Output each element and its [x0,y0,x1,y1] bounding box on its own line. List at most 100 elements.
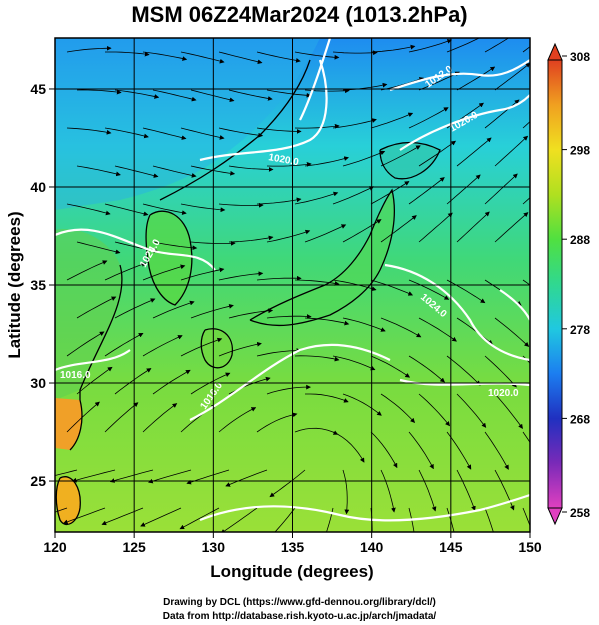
streamline [256,412,298,433]
streamline [104,203,149,217]
streamline [228,165,274,172]
streamline [256,348,302,357]
streamline [494,393,523,429]
streamline [522,279,530,286]
streamline [114,368,152,395]
streamline [109,469,154,483]
streamline [142,264,186,281]
streamline [266,314,312,319]
isobar-contours [55,38,530,522]
x-tick-label: 125 [122,539,146,555]
streamline [101,507,144,526]
streamline [484,99,520,129]
colorbar-bottom-triangle [547,507,563,526]
streamline [62,507,106,525]
streamline [418,469,437,512]
streamline [66,331,105,357]
colorbar-tick-label: 258 [570,506,590,520]
streamline [456,469,476,511]
streamline [180,267,225,281]
streamline [294,191,339,205]
streamline [142,127,187,140]
streamline [190,165,236,176]
streamline [152,165,197,178]
streamline [142,203,187,216]
streamline [76,89,122,95]
contour-label: 1020.0 [267,152,299,168]
y-tick-label: 25 [30,473,46,489]
streamline [152,300,195,319]
streamline [408,107,449,129]
streamline [294,355,340,362]
y-tick-label: 40 [30,179,46,195]
x-tick-label: 145 [439,539,463,555]
streamline [494,317,530,347]
streamline [304,317,350,326]
streamline [408,507,415,532]
x-tick-label: 130 [202,539,226,555]
page-title: MSM 06Z24Mar2024 (1013.2hPa) [131,2,468,27]
x-tick-label: 140 [360,539,384,555]
streamline [342,150,386,167]
streamline [484,431,509,470]
streamline [370,44,416,53]
streamline [148,469,192,484]
streamline [342,219,382,243]
x-tick-label: 150 [518,539,542,555]
streamline [152,89,197,102]
streamline [456,66,496,91]
streamline [104,402,139,433]
streamline [446,431,472,470]
colorbar-tick-label: 278 [570,323,590,337]
streamline [294,427,339,435]
x-axis-title: Longitude (degrees) [210,562,373,581]
streamline [274,507,296,532]
streamline [190,89,235,103]
streamline [332,50,378,56]
streamline [494,135,529,167]
streamline [484,38,510,53]
streamline [256,275,302,281]
streamline [114,165,159,178]
streamline [522,197,530,205]
streamline [380,317,422,338]
streamline [76,165,121,177]
streamline [418,71,460,91]
streamline [522,431,530,444]
streamline [332,355,376,371]
streamline [218,341,262,357]
streamline [332,279,377,291]
colorbar-tick-label: 308 [570,50,590,64]
streamline [484,507,494,532]
streamline [294,123,340,129]
streamline [228,308,274,319]
streamline [104,127,149,139]
streamline [342,393,382,416]
streamline [190,304,234,319]
streamline [522,355,530,364]
wind-streamlines [55,38,530,532]
streamline [380,77,425,91]
streamline [220,507,258,532]
streamline [408,279,450,300]
streamline [218,127,264,138]
streamline [266,384,311,395]
streamline [256,197,302,205]
streamline [225,469,268,487]
colorbar-tick-label: 268 [570,412,590,426]
streamline [142,51,188,61]
streamline [370,181,410,205]
streamline [522,46,530,53]
streamline [380,145,421,167]
streamline [218,51,263,65]
streamline [104,262,147,281]
streamline [304,156,349,167]
colorbar-tick-label: 298 [570,144,590,158]
streamline [332,186,375,205]
streamline [269,469,306,498]
streamline [380,469,396,513]
streamline [408,355,446,383]
streamline [66,127,112,135]
streamline [66,45,112,53]
streamline [446,279,486,304]
